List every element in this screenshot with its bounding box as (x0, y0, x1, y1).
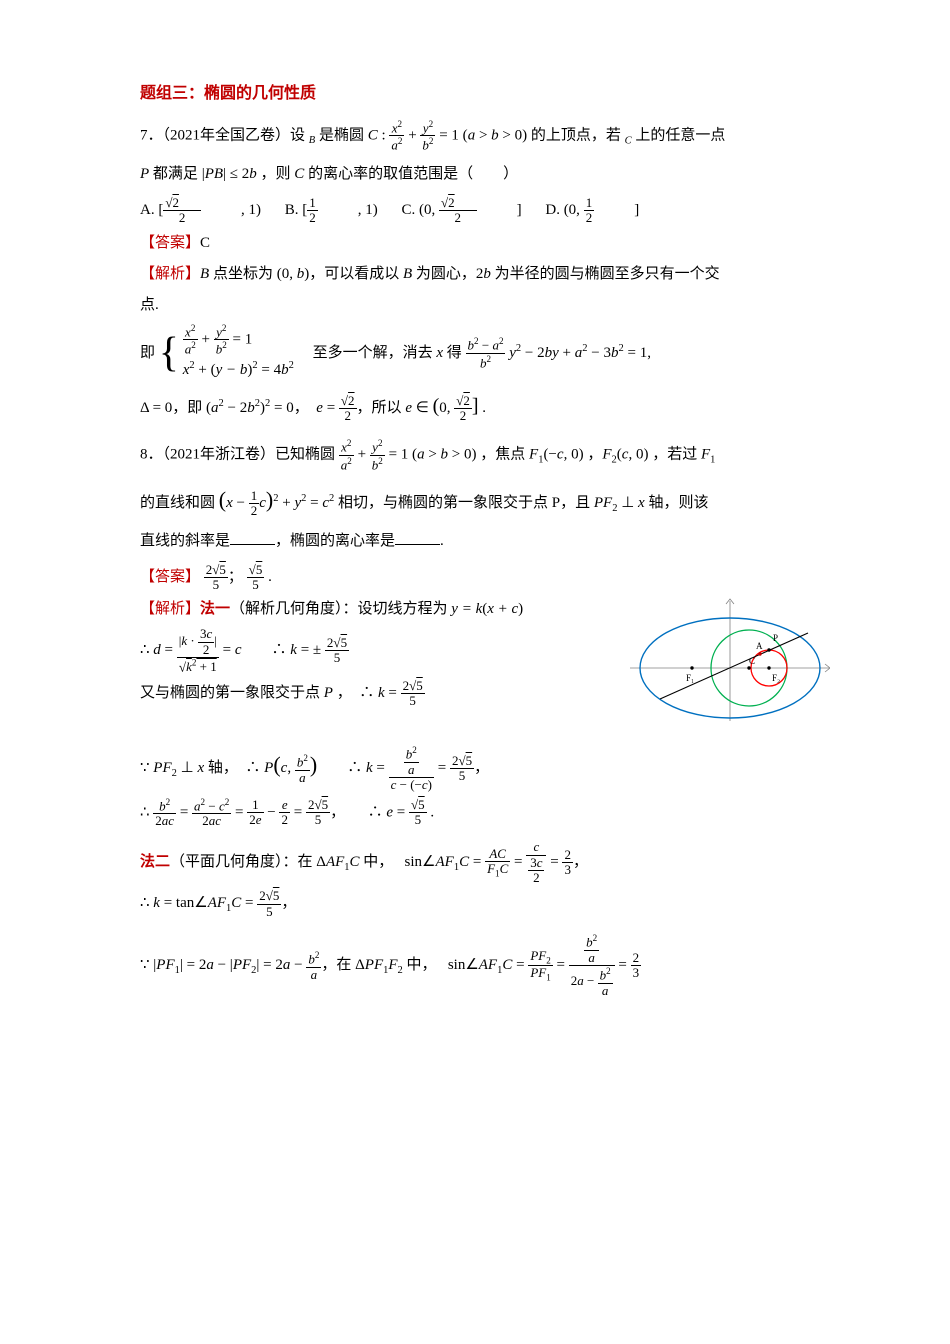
p7-sol1b: ，可以看成以 (309, 266, 403, 282)
p7-ans-label: 【答案】 (140, 235, 200, 251)
problem-8-line3: 直线的斜率是 ，椭圆的离心率是. (140, 528, 830, 555)
blank-1 (230, 530, 275, 545)
p7-optB: B. [12, 1) (285, 202, 378, 218)
p7-l2b: ，则 (257, 166, 295, 182)
p8-in-tri: ，在 (321, 957, 355, 973)
p8-m1-l2a: 又与椭圆的第一象限交于点 (140, 685, 324, 701)
problem-7-line2: P 都满足 |PB| ≤ 2b ，则 C 的离心率的取值范围是（ ） (140, 161, 830, 188)
p8-pf2-line: ∵ PF2 ⊥ x 轴， ∴ P(c, b2a) ∴ k = b2ac − (−… (140, 745, 830, 792)
p7-number: 7． (140, 127, 163, 143)
p7-sol1c: 为圆心，2 (412, 266, 483, 282)
diagram-F1-label: F₁ (686, 673, 694, 683)
p7-body2: 的上顶点，若 (527, 127, 625, 143)
p8-source: （2021年浙江卷）已知椭圆 (163, 446, 339, 462)
diagram-C-label: C (749, 656, 755, 666)
p8-m2-desc: （平面几何角度）：在 (170, 854, 316, 870)
p7-l2a: 都满足 (149, 166, 202, 182)
p8-ans-end: . (264, 569, 272, 585)
section-title: 题组三：椭圆的几何性质 (140, 80, 830, 109)
p7-system: 即 { x2a2 + y2b2 = 1 x2 + (y − b)2 = 4b2 … (140, 323, 830, 384)
p7-body3: 上的任意一点 (632, 127, 726, 143)
p7-answer: 【答案】C (140, 230, 830, 257)
p7-solution-line1b: 点. (140, 292, 830, 319)
p7-sol-label: 【解析】 (140, 266, 200, 282)
ellipse-diagram: F₁ F₂ C A P (630, 596, 830, 736)
p7-source: （2021年全国乙卷）设 (163, 127, 309, 143)
p8-m2-label: 法二 (140, 854, 170, 870)
p8-pf2-suffix: 轴， (208, 760, 231, 776)
p7-body1: 是椭圆 (315, 127, 368, 143)
p8-ans-label: 【答案】 (140, 569, 200, 585)
p8-m2-line: 法二（平面几何角度）：在 ΔAF1C 中， sin∠AF1C = ACF1C =… (140, 840, 830, 885)
p7-delta-line: Δ = 0，即 (a2 − 2b2)2 = 0， e = √22，所以 e ∈ … (140, 388, 830, 424)
p8-m1-l2b: ， (333, 685, 344, 701)
p7-optA: A. [√22, 1) (140, 202, 261, 218)
p7-sol1a: 点坐标为 (209, 266, 277, 282)
p8-answer: 【答案】 2√55； √55 . (140, 563, 830, 593)
p8-sin-comma: ， (573, 854, 588, 870)
p8-e-end: . (427, 804, 435, 820)
p7-sol3d: ，所以 (357, 400, 406, 416)
p8-body1b: ， (584, 446, 603, 462)
p8-l2c: 轴，则该 (645, 495, 709, 511)
p8-m1-desc: （解析几何角度）：设切线方程为 (230, 601, 451, 617)
p7-sol3c: ， (294, 400, 302, 416)
p7-optD: D. (0, 12] (545, 202, 639, 218)
p7-sol3e: . (479, 400, 487, 416)
p8-body1: ，焦点 (477, 446, 530, 462)
p7-l2c: 的离心率的取值范围是（ ） (304, 166, 518, 182)
p7-sol2a: 即 (140, 345, 159, 361)
problem-8-line2: 的直线和圆 (x − 12c)2 + y2 = c2 相切，与椭圆的第一象限交于… (140, 480, 830, 520)
problem-7: 7．（2021年全国乙卷）设 B 是椭圆 C : x2a2 + y2b2 = 1… (140, 119, 830, 153)
p8-l2a: 的直线和圆 (140, 495, 219, 511)
p8-tan-comma: ， (281, 896, 296, 912)
p8-l3b: ，椭圆的离心率是 (275, 533, 395, 549)
p7-options: A. [√22, 1) B. [12, 1) C. (0, √22] D. (0… (140, 196, 830, 226)
p8-sol-label: 【解析】 (140, 601, 200, 617)
diagram-P-label: P (773, 633, 778, 643)
diagram-F2-label: F₂ (772, 673, 780, 683)
p8-mid-comma: ， (474, 760, 489, 776)
p7-sol3b: ，即 (172, 400, 206, 416)
p8-tan-line: ∴ k = tan∠AF1C = 2√55， (140, 889, 830, 919)
p8-frac-line: ∴ b22ac = a2 − c22ac = 12e − e2 = 2√55， … (140, 797, 830, 829)
p8-ans-sep: ； (228, 569, 243, 585)
p7-sol2c: 得 (443, 345, 466, 361)
p7-sol1d: 为半径的圆与椭圆至多只有一个交 (491, 266, 720, 282)
p8-comma2: ， (330, 804, 338, 820)
p7-optC: C. (0, √22] (401, 202, 521, 218)
p7-sol2b: 至多一个解，消去 (313, 345, 437, 361)
p8-in-tri2: 中， (403, 957, 429, 973)
p7-solution-line1: 【解析】B 点坐标为 (0, b)，可以看成以 B 为圆心，2b 为半径的圆与椭… (140, 261, 830, 288)
p8-m1-label: 法一 (200, 601, 230, 617)
p8-l3c: . (440, 533, 444, 549)
p8-l3: 直线的斜率是 (140, 533, 230, 549)
p8-l2b: 相切，与椭圆的第一象限交于点 P，且 (334, 495, 594, 511)
p8-body1c: ，若过 (648, 446, 701, 462)
p7-ans: C (200, 235, 210, 251)
p8-number: 8． (140, 446, 163, 462)
problem-8: 8．（2021年浙江卷）已知椭圆 x2a2 + y2b2 = 1 (a > b … (140, 438, 830, 472)
diagram-A-label: A (756, 641, 763, 651)
p8-pf1-line: ∵ |PF1| = 2a − |PF2| = 2a − b2a，在 ΔPF1F2… (140, 933, 830, 998)
blank-2 (395, 530, 440, 545)
p8-m2-desc2: 中， (360, 854, 386, 870)
